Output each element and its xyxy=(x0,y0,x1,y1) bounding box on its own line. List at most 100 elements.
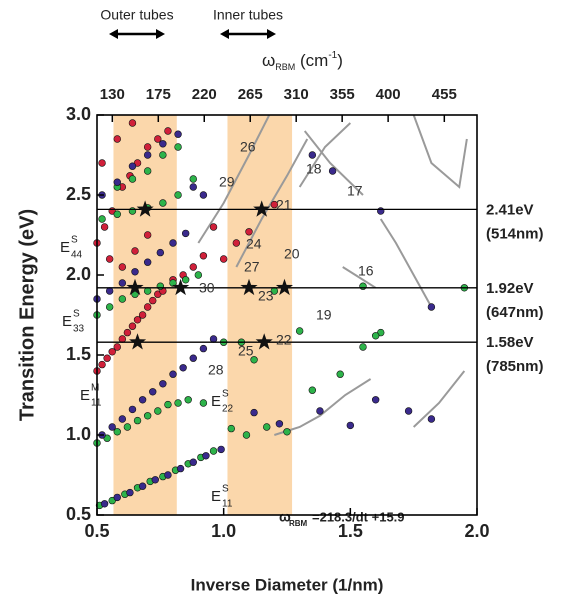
data-point xyxy=(283,428,291,436)
x2-label-part: -1 xyxy=(328,50,337,61)
data-point xyxy=(232,239,241,247)
x2-label-part: ) xyxy=(337,51,343,70)
data-point xyxy=(138,482,147,490)
transition-sup: S xyxy=(222,484,229,495)
laser-energy: 2.41eV xyxy=(486,201,534,218)
data-point xyxy=(128,322,137,330)
data-point xyxy=(371,396,380,404)
data-point xyxy=(328,167,337,175)
formula-sub: RBM xyxy=(289,519,308,528)
resonance-star xyxy=(126,278,144,296)
data-point xyxy=(128,207,137,215)
chirality-label: 21 xyxy=(276,197,292,213)
laser-wavelength: (514nm) xyxy=(486,225,544,242)
data-point xyxy=(189,263,197,271)
data-point xyxy=(189,354,197,362)
data-point xyxy=(149,296,157,305)
data-point xyxy=(105,303,114,311)
data-point xyxy=(128,162,137,170)
chirality-label: 26 xyxy=(240,139,256,155)
y-tick-label: 2.0 xyxy=(66,264,91,284)
data-point xyxy=(359,343,367,351)
data-point xyxy=(108,348,116,356)
x2-tick-label: 355 xyxy=(330,86,355,103)
data-point xyxy=(184,396,192,404)
data-point xyxy=(128,119,137,127)
data-point xyxy=(227,424,235,433)
resonance-star xyxy=(129,333,147,350)
data-point xyxy=(377,207,385,215)
data-point xyxy=(199,191,208,199)
data-point xyxy=(189,175,197,183)
data-point xyxy=(179,364,187,372)
resonance-star xyxy=(275,278,293,296)
data-point xyxy=(128,175,137,183)
data-point xyxy=(242,431,251,439)
transition-sub: 44 xyxy=(71,250,83,261)
chirality-label: 28 xyxy=(208,362,224,378)
y-axis-label: Transition Energy (eV) xyxy=(16,209,38,421)
data-point xyxy=(133,416,142,425)
data-point xyxy=(219,255,228,263)
data-point xyxy=(143,143,152,151)
data-point xyxy=(346,421,355,430)
x-tick-label: 0.5 xyxy=(84,521,109,541)
x2-tick-label: 400 xyxy=(376,86,401,103)
x-axis-label: Inverse Diameter (1/nm) xyxy=(191,575,384,594)
x2-label-part: RBM xyxy=(275,62,295,72)
plot-frame xyxy=(96,114,478,516)
data-point xyxy=(174,143,182,151)
transition-sup: S xyxy=(73,309,80,320)
data-point xyxy=(169,239,177,247)
transition-sup: S xyxy=(71,235,78,246)
data-point xyxy=(138,396,147,404)
data-point xyxy=(118,279,127,287)
laser-energy: 1.58eV xyxy=(486,334,534,351)
data-point xyxy=(118,415,127,423)
data-point xyxy=(143,412,152,420)
data-point xyxy=(250,408,258,417)
data-point xyxy=(143,167,152,175)
data-point xyxy=(164,400,172,409)
data-point xyxy=(316,407,324,415)
data-point xyxy=(164,471,172,479)
data-point xyxy=(209,447,218,455)
data-point xyxy=(199,252,208,260)
resonance-star xyxy=(253,200,271,217)
data-point xyxy=(194,271,203,279)
data-point xyxy=(169,279,177,287)
data-point xyxy=(100,500,109,508)
data-point xyxy=(149,388,157,396)
data-point xyxy=(98,159,106,167)
data-point xyxy=(113,178,121,186)
x2-label-part: (cm xyxy=(295,51,328,70)
data-point xyxy=(209,223,218,231)
data-point xyxy=(143,258,152,266)
y-tick-label: 0.5 xyxy=(66,504,91,524)
band-label: Outer tubes xyxy=(100,7,173,23)
data-point xyxy=(113,428,121,436)
data-point xyxy=(199,399,208,407)
data-point xyxy=(143,287,152,295)
data-point xyxy=(113,343,121,351)
data-point xyxy=(118,295,127,303)
chirality-label: 23 xyxy=(258,288,274,304)
chirality-label: 27 xyxy=(244,259,260,275)
data-point xyxy=(174,399,182,407)
data-point xyxy=(159,380,167,388)
transition-main: E xyxy=(211,393,221,410)
x2-tick-label: 310 xyxy=(284,86,309,103)
data-point xyxy=(151,476,159,484)
chirality-label: 29 xyxy=(219,174,235,190)
data-point xyxy=(181,276,190,284)
family-line xyxy=(197,114,468,436)
band-label: Inner tubes xyxy=(213,7,283,23)
data-point xyxy=(181,229,190,238)
data-point xyxy=(159,199,167,207)
chirality-label: 25 xyxy=(238,343,254,359)
formula-rest: =218.3/dt +15.9 xyxy=(312,509,405,524)
chirality-label: 20 xyxy=(284,246,300,262)
transition-main: E xyxy=(62,313,72,330)
chirality-label: 24 xyxy=(246,236,262,252)
data-point xyxy=(336,370,344,378)
